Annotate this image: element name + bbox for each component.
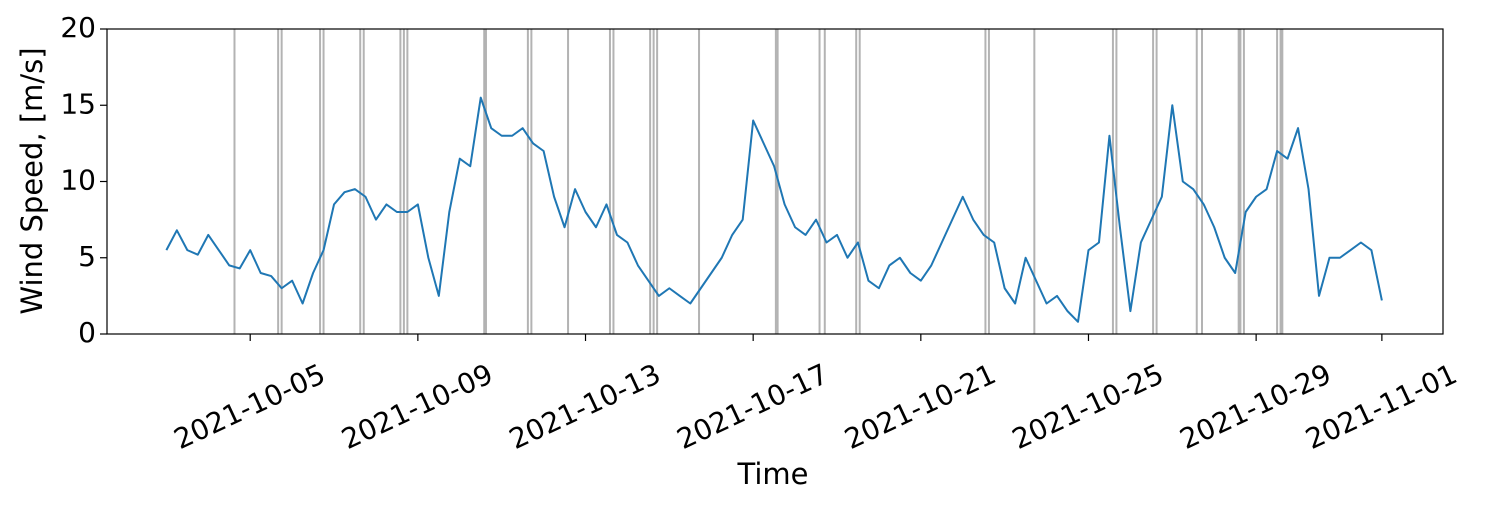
x-tick-label: 2021-10-13 xyxy=(504,357,665,456)
wind-speed-line xyxy=(165,96,1383,323)
x-tick-label: 2021-10-21 xyxy=(839,357,1000,456)
x-tick-label: 2021-10-17 xyxy=(672,357,833,456)
x-tick-label: 2021-10-05 xyxy=(169,357,330,456)
y-tick-label: 5 xyxy=(78,240,96,273)
event-lines xyxy=(233,29,1284,334)
y-tick-label: 0 xyxy=(78,316,96,349)
x-tick-label: 2021-10-09 xyxy=(337,357,498,456)
y-axis-label: Wind Speed, [m/s] xyxy=(15,47,49,314)
y-tick-label: 10 xyxy=(60,164,96,197)
x-axis-label: Time xyxy=(737,457,809,491)
y-tick-label: 15 xyxy=(60,87,96,120)
plot-lines xyxy=(165,96,1383,323)
x-tick-label: 2021-10-25 xyxy=(1007,357,1168,456)
y-tick-label: 20 xyxy=(60,11,96,44)
